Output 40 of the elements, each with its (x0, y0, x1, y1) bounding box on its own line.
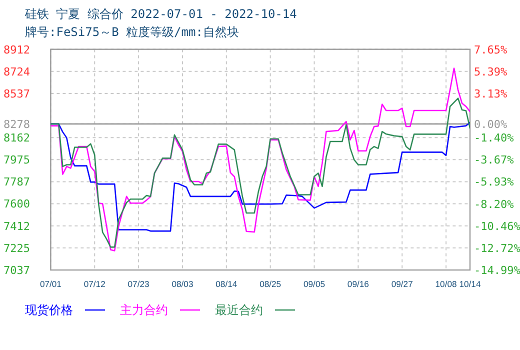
chart-subtitle: 牌号:FeSi75～B 粒度等级/mm:自然块 (25, 25, 239, 39)
y-tick-label: 8912 (4, 43, 30, 56)
x-tick-label: 10/14 (459, 279, 481, 289)
line-series (50, 68, 470, 252)
x-tick-label: 08/25 (260, 279, 282, 289)
chart-title: 硅铁 宁夏 综合价 2022-07-01 - 2022-10-14 (24, 7, 297, 21)
x-tick-label: 10/08 (435, 279, 458, 289)
y-tick-label: 7787 (4, 176, 30, 189)
y2-tick-label: 7.65% (474, 43, 508, 56)
y2-tick-label: -10.46% (474, 220, 520, 233)
line-series (50, 98, 470, 248)
y-tick-label: 7600 (4, 198, 30, 211)
y-tick-label: 7225 (4, 242, 30, 255)
y-tick-label: 7975 (4, 154, 30, 167)
x-tick-label: 07/12 (84, 279, 106, 289)
x-tick-label: 09/16 (347, 279, 370, 289)
legend-label: 主力合约 (120, 303, 168, 317)
x-tick-label: 07/23 (128, 279, 150, 289)
y-tick-label: 7037 (4, 264, 30, 277)
y2-tick-label: -1.40% (474, 132, 514, 145)
y2-tick-label: 0.00% (474, 118, 508, 131)
x-tick-label: 07/01 (40, 279, 62, 289)
y2-tick-label: -12.72% (474, 242, 520, 255)
y-tick-label: 7412 (4, 220, 30, 233)
x-tick-label: 08/14 (216, 279, 238, 289)
x-tick-label: 08/03 (172, 279, 194, 289)
y2-tick-label: 3.13% (474, 87, 508, 100)
y-tick-label: 8724 (4, 65, 30, 78)
y2-tick-label: -5.93% (474, 176, 514, 189)
x-tick-label: 09/27 (391, 279, 414, 289)
legend-label: 现货价格 (25, 303, 73, 317)
y-tick-label: 8537 (4, 87, 30, 100)
legend-label: 最近合约 (215, 303, 263, 317)
y2-tick-label: -14.99% (474, 264, 520, 277)
y-tick-label: 8162 (4, 132, 30, 145)
y2-tick-label: -8.20% (474, 198, 514, 211)
y-tick-label: 8278 (4, 118, 30, 131)
y2-tick-label: 5.39% (474, 65, 508, 78)
y2-tick-label: -3.67% (474, 154, 514, 167)
x-tick-label: 09/05 (304, 279, 326, 289)
